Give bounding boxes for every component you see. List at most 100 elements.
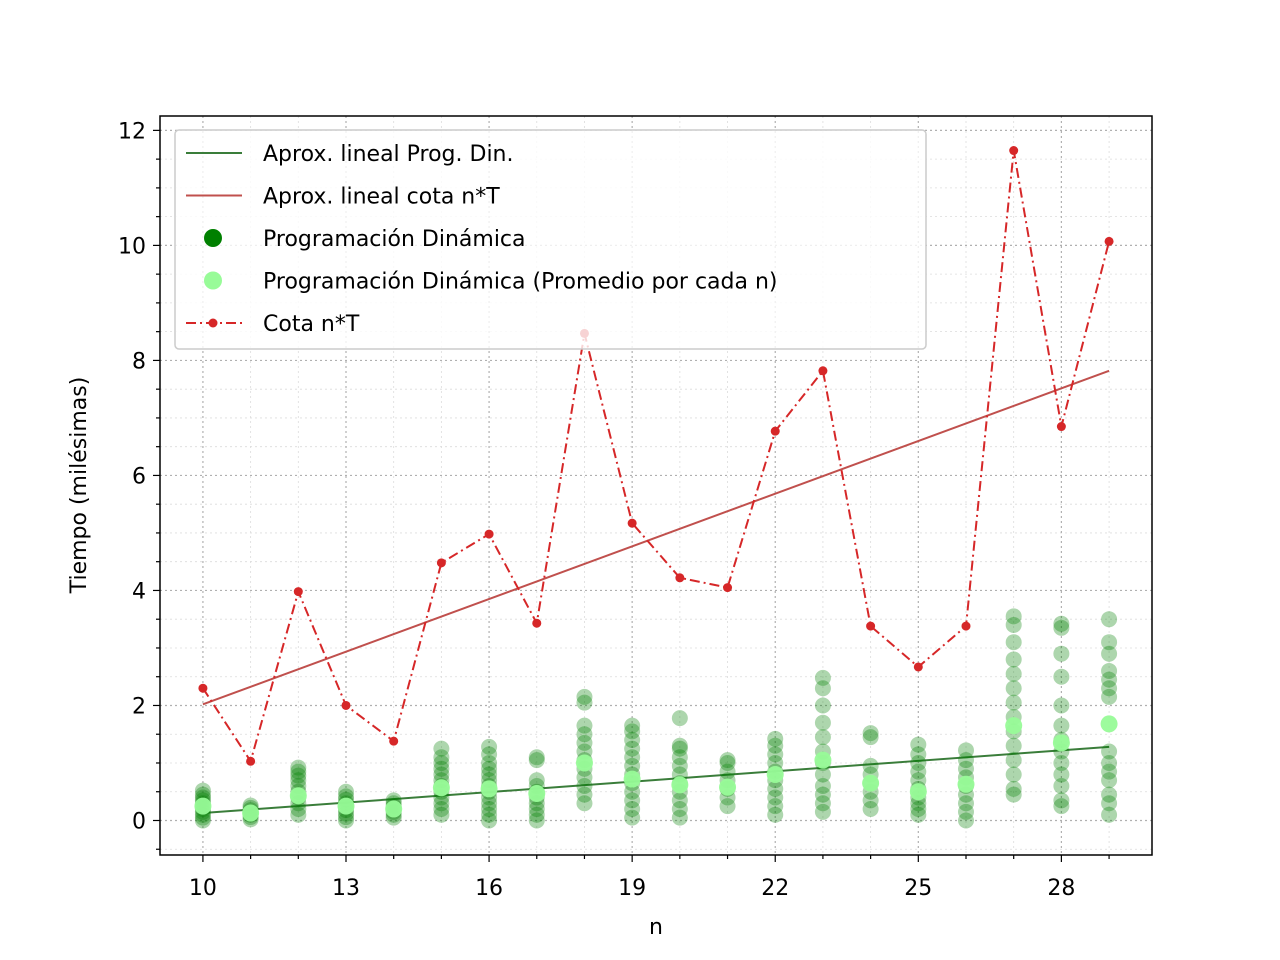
- scatter-point-prog-din: [1005, 680, 1022, 697]
- x-tick-label: 25: [904, 876, 932, 901]
- scatter-point-prog-din: [290, 772, 307, 789]
- scatter-point-prog-din: [528, 800, 545, 817]
- scatter-point-prog-din: [1053, 645, 1070, 662]
- scatter-point-prog-din: [528, 752, 545, 769]
- scatter-point-prog-din: [528, 806, 545, 823]
- plot-area: [194, 146, 1118, 829]
- scatter-point-prog-din: [862, 800, 879, 817]
- fit-line-prog-din: [202, 745, 1110, 815]
- fit-line-cota: [202, 369, 1110, 706]
- scatter-point-prog-din: [719, 752, 736, 769]
- legend-label: Programación Dinámica (Promedio por cada…: [263, 270, 778, 295]
- y-tick-label: 4: [132, 579, 146, 604]
- scatter-point-prog-din: [1005, 665, 1022, 682]
- scatter-point-prog-din: [481, 766, 498, 783]
- cota-marker: [198, 683, 208, 693]
- x-tick-label: 10: [189, 876, 217, 901]
- scatter-point-prog-din: [576, 777, 593, 794]
- scatter-point-prog-din: [624, 749, 641, 766]
- scatter-point-average: [766, 765, 784, 783]
- scatter-point-prog-din: [338, 812, 354, 829]
- scatter-point-prog-din: [576, 795, 593, 812]
- scatter-point-average: [242, 804, 260, 822]
- scatter-point-average: [575, 754, 593, 772]
- scatter-point-prog-din: [1101, 680, 1118, 697]
- scatter-point-prog-din: [481, 795, 498, 812]
- y-tick-label: 2: [132, 694, 146, 719]
- scatter-point-prog-din: [1053, 717, 1070, 734]
- scatter-point-prog-din: [576, 688, 593, 705]
- scatter-point-prog-din: [624, 809, 641, 826]
- scatter-point-prog-din: [290, 767, 307, 784]
- cota-marker: [341, 700, 351, 710]
- scatter-point-prog-din: [528, 749, 545, 766]
- cota-marker: [866, 621, 876, 631]
- scatter-point-prog-din: [814, 766, 831, 783]
- scatter-point-prog-din: [1053, 754, 1070, 771]
- scatter-point-average: [1052, 734, 1070, 752]
- legend-label: Cota n*T: [263, 312, 360, 337]
- scatter-point-prog-din: [481, 800, 498, 817]
- scatter-point-prog-din: [1005, 634, 1022, 651]
- y-tick-label: 12: [118, 119, 146, 144]
- x-tick-label: 13: [332, 876, 360, 901]
- scatter-point-prog-din: [576, 769, 593, 786]
- scatter-point-prog-din: [910, 772, 927, 789]
- scatter-point-average: [719, 778, 737, 796]
- cota-marker: [532, 618, 542, 628]
- scatter-point-prog-din: [671, 710, 688, 727]
- scatter-point-prog-din: [1101, 671, 1118, 688]
- scatter-point-prog-din: [290, 806, 307, 823]
- cota-marker: [770, 426, 780, 436]
- scatter-point-prog-din: [1005, 786, 1022, 803]
- cota-marker: [627, 518, 637, 528]
- scatter-point-prog-din: [481, 760, 498, 777]
- scatter-point-prog-din: [814, 680, 831, 697]
- cota-marker: [913, 662, 923, 672]
- scatter-point-average: [385, 800, 403, 818]
- scatter-point-prog-din: [767, 780, 784, 797]
- legend-label: Programación Dinámica: [263, 227, 526, 252]
- scatter-point-prog-din: [624, 757, 641, 774]
- legend-handle-marker: [208, 318, 218, 328]
- scatter-point-prog-din: [862, 757, 879, 774]
- scatter-point-prog-din: [481, 738, 498, 755]
- scatter-point-prog-din: [1005, 694, 1022, 711]
- legend-label: Aprox. lineal Prog. Din.: [263, 142, 514, 167]
- scatter-point-prog-din: [1005, 780, 1022, 797]
- x-tick-label: 16: [475, 876, 503, 901]
- scatter-point-prog-din: [576, 717, 593, 734]
- scatter-point-prog-din: [433, 749, 450, 766]
- scatter-point-prog-din: [290, 763, 307, 780]
- scatter-point-prog-din: [1053, 619, 1070, 636]
- scatter-point-prog-din: [767, 789, 784, 806]
- x-tick-label: 19: [618, 876, 646, 901]
- scatter-point-prog-din: [481, 746, 498, 763]
- cota-marker: [818, 366, 828, 376]
- scatter-point-prog-din: [433, 740, 450, 757]
- scatter-point-prog-din: [433, 800, 450, 817]
- scatter-point-prog-din: [624, 723, 641, 740]
- scatter-point-prog-din: [1053, 615, 1070, 632]
- scatter-point-prog-din: [1101, 772, 1118, 789]
- scatter-point-prog-din: [1005, 737, 1022, 754]
- scatter-point-prog-din: [1101, 634, 1118, 651]
- scatter-point-prog-din: [624, 783, 641, 800]
- scatter-point-prog-din: [671, 740, 688, 757]
- scatter-point-prog-din: [719, 763, 736, 780]
- scatter-point-average: [862, 774, 880, 792]
- scatter-point-average: [528, 784, 546, 802]
- scatter-point-prog-din: [1101, 662, 1118, 679]
- scatter-point-prog-din: [862, 729, 879, 746]
- scatter-point-prog-din: [1005, 766, 1022, 783]
- scatter-point-prog-din: [624, 792, 641, 809]
- scatter-point-prog-din: [910, 746, 927, 763]
- scatter-point-prog-din: [576, 694, 593, 711]
- scatter-point-prog-din: [290, 800, 307, 817]
- scatter-point-average: [671, 776, 689, 794]
- scatter-point-prog-din: [671, 749, 688, 766]
- scatter-point-prog-din: [671, 737, 688, 754]
- scatter-point-prog-din: [767, 730, 784, 747]
- scatter-point-prog-din: [910, 800, 927, 817]
- scatter-point-average: [337, 797, 355, 815]
